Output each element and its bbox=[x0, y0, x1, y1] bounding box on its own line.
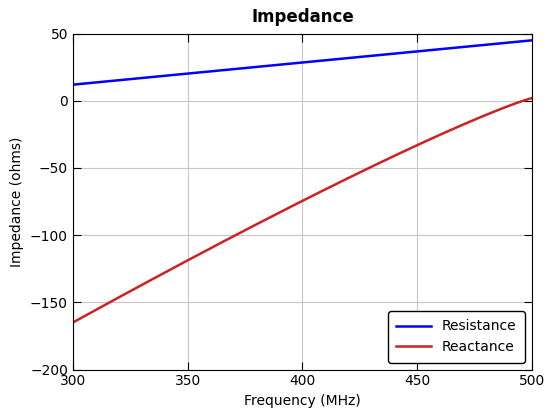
Legend: Resistance, Reactance: Resistance, Reactance bbox=[388, 311, 525, 362]
Reactance bbox=[343, 176, 349, 181]
Reactance bbox=[318, 189, 325, 194]
Reactance bbox=[287, 204, 294, 209]
Resistance bbox=[446, 46, 452, 51]
Resistance bbox=[287, 61, 294, 66]
Y-axis label: Impedance (ohms): Impedance (ohms) bbox=[11, 136, 25, 267]
Title: Impedance: Impedance bbox=[251, 8, 354, 26]
Reactance bbox=[517, 99, 524, 104]
Reactance bbox=[446, 128, 452, 133]
Resistance bbox=[529, 38, 535, 43]
Reactance bbox=[290, 203, 297, 208]
Resistance bbox=[290, 61, 297, 66]
Reactance bbox=[529, 96, 535, 101]
Resistance bbox=[69, 82, 76, 87]
Resistance bbox=[318, 58, 325, 63]
Resistance bbox=[343, 56, 349, 61]
Resistance bbox=[517, 39, 524, 44]
X-axis label: Frequency (MHz): Frequency (MHz) bbox=[244, 394, 361, 408]
Line: Resistance: Resistance bbox=[73, 40, 532, 85]
Reactance bbox=[69, 320, 76, 325]
Line: Reactance: Reactance bbox=[73, 98, 532, 323]
